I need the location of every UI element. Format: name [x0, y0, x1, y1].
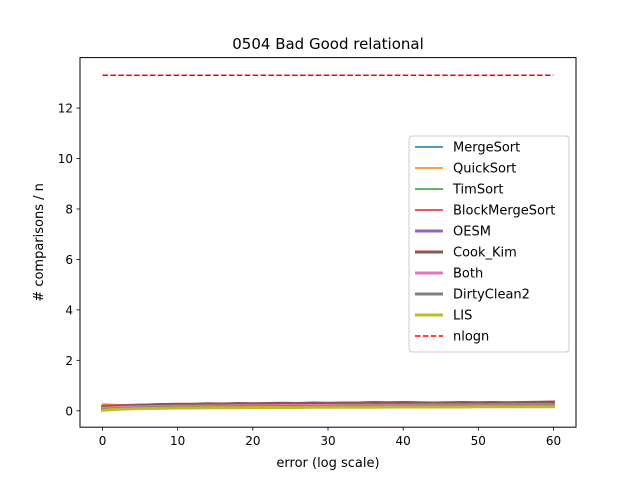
y-axis-ticks: 0 2 4 6 8 10 12 — [58, 102, 80, 418]
y-tick-label: 0 — [65, 404, 73, 418]
legend-label-nlogn: nlogn — [453, 330, 489, 345]
y-tick-label: 8 — [65, 202, 73, 216]
series-line-lis — [100, 405, 555, 412]
legend: MergeSort QuickSort TimSort BlockMergeSort O… — [408, 135, 570, 353]
legend-label-timsort: TimSort — [452, 183, 503, 198]
legend-label-oesm: OESM — [453, 225, 491, 240]
x-tick-label: 50 — [471, 434, 486, 448]
x-tick-label: 60 — [546, 434, 561, 448]
x-tick-label: 40 — [396, 434, 411, 448]
legend-label-quicksort: QuickSort — [453, 162, 516, 177]
x-tick-label: 30 — [320, 434, 335, 448]
x-tick-label: 20 — [245, 434, 260, 448]
legend-label-dirtyclean2: DirtyClean2 — [453, 288, 530, 303]
legend-label-lis: LIS — [453, 309, 472, 324]
y-tick-label: 4 — [65, 303, 73, 317]
y-axis-label: # comparisons / n — [32, 183, 47, 302]
y-tick-label: 10 — [58, 152, 73, 166]
chart-title: 0504 Bad Good relational — [232, 35, 424, 53]
y-tick-label: 6 — [65, 253, 73, 267]
x-axis-label: error (log scale) — [276, 456, 379, 471]
series-line-cook-kim — [100, 400, 555, 409]
y-tick-label: 12 — [58, 102, 73, 116]
legend-box — [408, 135, 570, 353]
legend-label-blockmergesort: BlockMergeSort — [453, 204, 555, 219]
x-tick-label: 0 — [99, 434, 107, 448]
legend-label-cook-kim: Cook_Kim — [453, 246, 517, 261]
y-tick-label: 2 — [65, 354, 73, 368]
legend-label-mergesort: MergeSort — [453, 141, 520, 156]
legend-label-both: Both — [453, 267, 483, 282]
x-axis-ticks: 0 10 20 30 40 50 60 — [99, 427, 561, 448]
plot-lines — [100, 74, 555, 412]
x-tick-label: 10 — [170, 434, 185, 448]
